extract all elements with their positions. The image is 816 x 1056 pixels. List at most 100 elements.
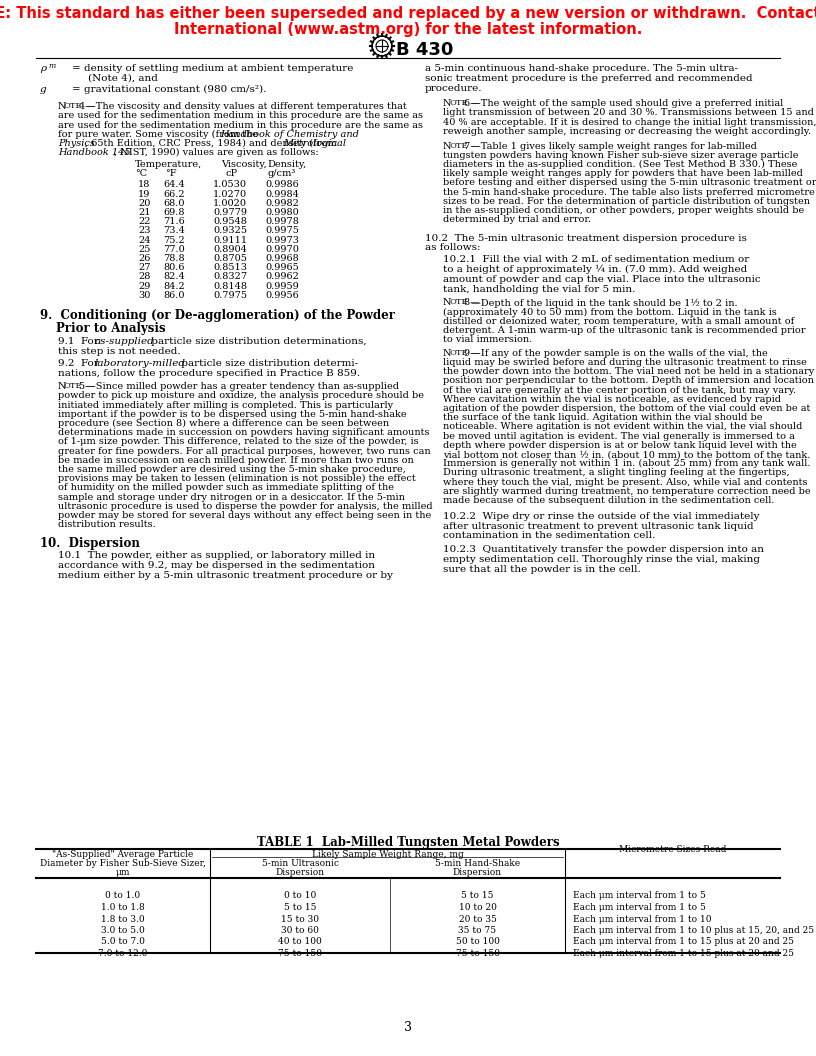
Text: 25: 25	[138, 245, 150, 253]
Text: NOTICE: This standard has either been superseded and replaced by a new version o: NOTICE: This standard has either been su…	[0, 6, 816, 21]
Text: N: N	[58, 102, 66, 111]
Text: 29: 29	[138, 282, 150, 290]
Text: provisions may be taken to lessen (elimination is not possible) the effect: provisions may be taken to lessen (elimi…	[58, 474, 415, 484]
Text: 73.4: 73.4	[163, 226, 185, 235]
Text: particle size distribution determinations,: particle size distribution determination…	[148, 337, 366, 346]
Text: m: m	[48, 62, 55, 70]
Text: Temperature,: Temperature,	[135, 161, 202, 169]
Text: 0.9982: 0.9982	[265, 199, 299, 208]
Text: sure that all the powder is in the cell.: sure that all the powder is in the cell.	[443, 565, 641, 573]
Text: contamination in the sedimentation cell.: contamination in the sedimentation cell.	[443, 531, 655, 541]
Text: Each μm interval from 1 to 5: Each μm interval from 1 to 5	[573, 891, 706, 901]
Text: are slightly warmed during treatment, no temperature correction need be: are slightly warmed during treatment, no…	[443, 487, 810, 496]
Text: 1.0530: 1.0530	[213, 181, 247, 189]
Text: made because of the subsequent dilution in the sedimentation cell.: made because of the subsequent dilution …	[443, 496, 774, 505]
Text: 64.4: 64.4	[163, 181, 184, 189]
Text: 9.1  For: 9.1 For	[58, 337, 102, 346]
Text: be made in succession on each milled powder. If more than two runs on: be made in succession on each milled pow…	[58, 456, 414, 465]
Text: be moved until agitation is evident. The vial generally is immersed to a: be moved until agitation is evident. The…	[443, 432, 795, 440]
Text: of 1-μm size powder. This difference, related to the size of the powder, is: of 1-μm size powder. This difference, re…	[58, 437, 419, 447]
Text: 0.9970: 0.9970	[265, 245, 299, 253]
Text: OTE: OTE	[64, 102, 82, 110]
Text: g: g	[40, 84, 47, 94]
Text: Each μm interval from 1 to 15 plus at 20 and 25: Each μm interval from 1 to 15 plus at 20…	[573, 949, 794, 958]
Text: N: N	[443, 99, 451, 109]
Text: —The weight of the sample used should give a preferred initial: —The weight of the sample used should gi…	[471, 99, 783, 109]
Text: 0.9968: 0.9968	[265, 254, 299, 263]
Text: 5—: 5—	[77, 382, 95, 391]
Text: 6—: 6—	[462, 99, 480, 109]
Text: 10.2.2  Wipe dry or rinse the outside of the vial immediately: 10.2.2 Wipe dry or rinse the outside of …	[443, 512, 760, 521]
Text: 20 to 35: 20 to 35	[459, 914, 496, 924]
Text: = gravitational constant (980 cm/s²).: = gravitational constant (980 cm/s²).	[72, 84, 266, 94]
Text: 75.2: 75.2	[163, 235, 184, 245]
Text: Metrological: Metrological	[283, 139, 346, 148]
Text: N: N	[443, 348, 451, 358]
Text: 20: 20	[138, 199, 150, 208]
Text: 40 % are acceptable. If it is desired to change the initial light transmission,: 40 % are acceptable. If it is desired to…	[443, 117, 816, 127]
Text: (Note 4), and: (Note 4), and	[88, 74, 157, 82]
Text: °F: °F	[165, 169, 176, 178]
Text: procedure (see Section 8) where a difference can be seen between: procedure (see Section 8) where a differ…	[58, 419, 389, 428]
Text: amount of powder and cap the vial. Place into the ultrasonic: amount of powder and cap the vial. Place…	[443, 275, 761, 284]
Text: 82.4: 82.4	[163, 272, 184, 281]
Text: powder to pick up moisture and oxidize, the analysis procedure should be: powder to pick up moisture and oxidize, …	[58, 392, 424, 400]
Text: Diameter by Fisher Sub-Sieve Sizer,: Diameter by Fisher Sub-Sieve Sizer,	[40, 859, 206, 868]
Text: 78.8: 78.8	[163, 254, 184, 263]
Text: important if the powder is to be dispersed using the 5-min hand-shake: important if the powder is to be dispers…	[58, 410, 406, 419]
Text: 0.9973: 0.9973	[265, 235, 299, 245]
Text: (approximately 40 to 50 mm) from the bottom. Liquid in the tank is: (approximately 40 to 50 mm) from the bot…	[443, 307, 777, 317]
Text: of the vial are generally at the center portion of the tank, but may vary.: of the vial are generally at the center …	[443, 385, 796, 395]
Text: 50 to 100: 50 to 100	[455, 938, 499, 946]
Text: 0.9548: 0.9548	[213, 218, 247, 226]
Text: greater for fine powders. For all practical purposes, however, two runs can: greater for fine powders. For all practi…	[58, 447, 431, 455]
Text: sample and storage under dry nitrogen or in a desiccator. If the 5-min: sample and storage under dry nitrogen or…	[58, 493, 405, 502]
Text: before testing and either dispersed using the 5-min ultrasonic treatment or: before testing and either dispersed usin…	[443, 178, 816, 187]
Text: nations, follow the procedure specified in Practice B 859.: nations, follow the procedure specified …	[58, 369, 360, 377]
Text: diameters in the as-supplied condition. (See Test Method B 330.) These: diameters in the as-supplied condition. …	[443, 161, 797, 169]
Text: OTE: OTE	[449, 298, 468, 306]
Text: 9.  Conditioning (or De-agglomeration) of the Powder: 9. Conditioning (or De-agglomeration) of…	[40, 309, 395, 322]
Text: 69.8: 69.8	[163, 208, 184, 218]
Text: B 430: B 430	[396, 41, 454, 59]
Text: Each μm interval from 1 to 10: Each μm interval from 1 to 10	[573, 914, 712, 924]
Text: position nor perpendicular to the bottom. Depth of immersion and location: position nor perpendicular to the bottom…	[443, 377, 814, 385]
Text: 77.0: 77.0	[163, 245, 184, 253]
Text: the powder down into the bottom. The vial need not be held in a stationary: the powder down into the bottom. The via…	[443, 367, 814, 376]
Text: 28: 28	[138, 272, 150, 281]
Text: 30 to 60: 30 to 60	[281, 926, 319, 935]
Text: 7.0 to 12.0: 7.0 to 12.0	[98, 949, 148, 958]
Text: 0.9779: 0.9779	[213, 208, 247, 218]
Text: Prior to Analysis: Prior to Analysis	[56, 322, 166, 336]
Text: 9.2  For: 9.2 For	[58, 359, 102, 367]
Text: procedure.: procedure.	[425, 83, 482, 93]
Text: 1.0270: 1.0270	[213, 190, 247, 199]
Text: empty sedimentation cell. Thoroughly rinse the vial, making: empty sedimentation cell. Thoroughly rin…	[443, 554, 760, 564]
Text: light transmission of between 20 and 30 %. Transmissions between 15 and: light transmission of between 20 and 30 …	[443, 109, 814, 117]
Text: 30: 30	[138, 290, 150, 300]
Text: 3: 3	[404, 1021, 412, 1034]
Text: OTE: OTE	[64, 382, 82, 391]
Text: a 5-min continuous hand-shake procedure. The 5-min ultra-: a 5-min continuous hand-shake procedure.…	[425, 64, 738, 73]
Text: are used for the sedimentation medium in this procedure are the same as: are used for the sedimentation medium in…	[58, 120, 423, 130]
Text: to a height of approximately ¼ in. (7.0 mm). Add weighed: to a height of approximately ¼ in. (7.0 …	[443, 265, 747, 275]
Text: Micrometre Sizes Read: Micrometre Sizes Read	[619, 845, 726, 854]
Text: 1.0 to 1.8: 1.0 to 1.8	[101, 903, 145, 912]
Text: International (www.astm.org) for the latest information.: International (www.astm.org) for the lat…	[174, 22, 642, 37]
Text: 0.9325: 0.9325	[213, 226, 247, 235]
Text: μm: μm	[116, 868, 131, 876]
Text: TABLE 1  Lab-Milled Tungsten Metal Powders: TABLE 1 Lab-Milled Tungsten Metal Powder…	[257, 836, 559, 849]
Text: powder may be stored for several days without any effect being seen in the: powder may be stored for several days wi…	[58, 511, 431, 520]
Text: 80.6: 80.6	[163, 263, 184, 272]
Text: 9—: 9—	[462, 348, 480, 358]
Text: g/cm³: g/cm³	[267, 169, 295, 178]
Text: 84.2: 84.2	[163, 282, 184, 290]
Text: distilled or deionized water, room temperature, with a small amount of: distilled or deionized water, room tempe…	[443, 317, 794, 325]
Text: the same milled powder are desired using the 5-min shake procedure,: the same milled powder are desired using…	[58, 465, 406, 474]
Text: Each μm interval from 1 to 5: Each μm interval from 1 to 5	[573, 903, 706, 912]
Text: 0.7975: 0.7975	[213, 290, 247, 300]
Text: 1.8 to 3.0: 1.8 to 3.0	[101, 914, 144, 924]
Text: sizes to be read. For the determination of particle distribution of tungsten: sizes to be read. For the determination …	[443, 196, 810, 206]
Text: —Since milled powder has a greater tendency than as-supplied: —Since milled powder has a greater tende…	[86, 382, 399, 391]
Text: Physics: Physics	[58, 139, 95, 148]
